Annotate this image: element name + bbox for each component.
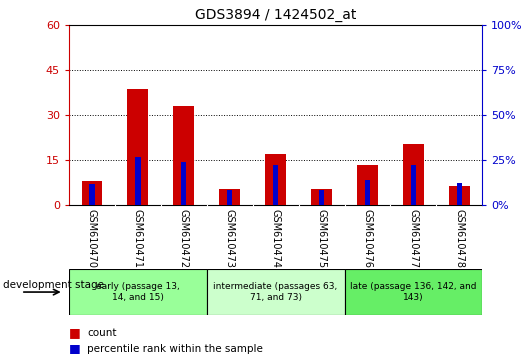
Bar bbox=[128, 90, 148, 205]
Bar bbox=[319, 190, 324, 205]
Title: GDS3894 / 1424502_at: GDS3894 / 1424502_at bbox=[195, 8, 356, 22]
Text: GSM610473: GSM610473 bbox=[225, 209, 235, 268]
Text: percentile rank within the sample: percentile rank within the sample bbox=[87, 344, 263, 354]
Bar bbox=[181, 162, 187, 205]
Bar bbox=[207, 269, 344, 315]
Bar bbox=[135, 157, 140, 205]
Text: development stage: development stage bbox=[3, 280, 104, 290]
Bar bbox=[456, 183, 462, 205]
Bar bbox=[219, 189, 240, 205]
Text: early (passage 13,
14, and 15): early (passage 13, 14, and 15) bbox=[96, 282, 180, 302]
Text: GSM610478: GSM610478 bbox=[454, 209, 464, 268]
Bar bbox=[265, 154, 286, 205]
Text: GSM610477: GSM610477 bbox=[409, 209, 418, 268]
Text: intermediate (passages 63,
71, and 73): intermediate (passages 63, 71, and 73) bbox=[214, 282, 338, 302]
Text: ■: ■ bbox=[69, 326, 81, 339]
Text: count: count bbox=[87, 328, 117, 338]
Bar bbox=[403, 144, 424, 205]
Text: GSM610474: GSM610474 bbox=[271, 209, 280, 268]
Bar bbox=[82, 181, 102, 205]
Bar bbox=[227, 190, 233, 205]
Bar bbox=[89, 184, 95, 205]
Text: ■: ■ bbox=[69, 342, 81, 354]
Bar bbox=[311, 189, 332, 205]
Bar bbox=[365, 180, 370, 205]
Text: late (passage 136, 142, and
143): late (passage 136, 142, and 143) bbox=[350, 282, 476, 302]
Text: GSM610470: GSM610470 bbox=[87, 209, 97, 268]
Bar bbox=[273, 165, 278, 205]
Bar bbox=[173, 106, 194, 205]
Text: GSM610475: GSM610475 bbox=[316, 209, 326, 268]
Bar bbox=[411, 165, 416, 205]
Text: GSM610471: GSM610471 bbox=[133, 209, 143, 268]
Bar bbox=[69, 269, 207, 315]
Text: GSM610472: GSM610472 bbox=[179, 209, 189, 268]
Bar bbox=[449, 186, 470, 205]
Bar bbox=[344, 269, 482, 315]
Bar bbox=[357, 165, 378, 205]
Text: GSM610476: GSM610476 bbox=[363, 209, 373, 268]
